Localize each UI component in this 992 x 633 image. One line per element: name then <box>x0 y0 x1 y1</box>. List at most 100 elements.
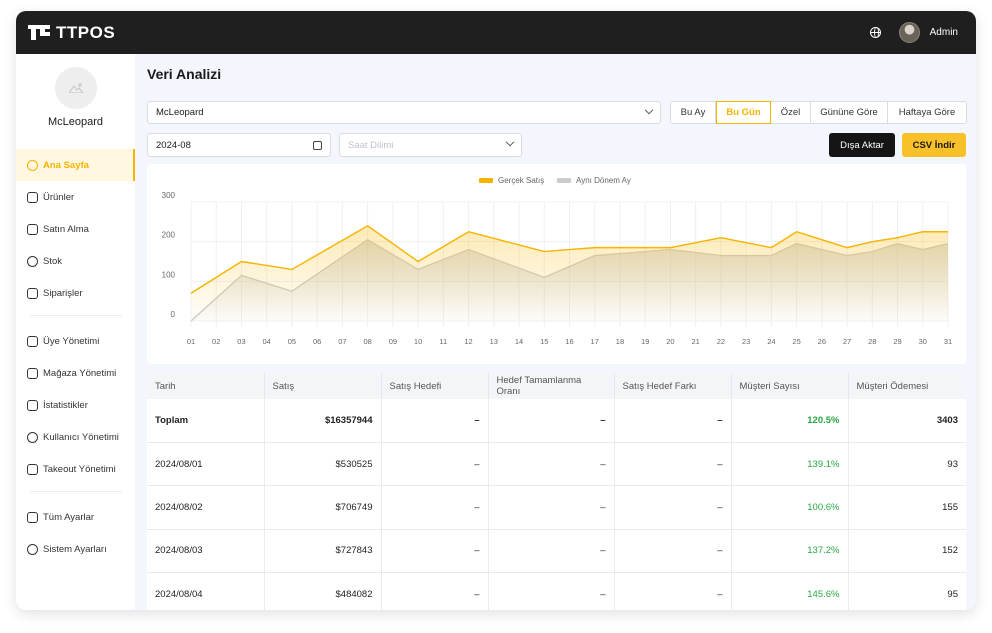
cell-rate: – <box>488 529 615 574</box>
ttpos-logo-icon <box>28 25 50 40</box>
cell-rate: – <box>488 442 615 487</box>
store-select-value: McLeopard <box>156 107 204 118</box>
timezone-placeholder: Saat Dilimi <box>348 139 394 151</box>
box-icon <box>27 191 38 203</box>
tab-bu-ay[interactable]: Bu Ay <box>671 102 716 123</box>
page-title: Veri Analizi <box>147 66 222 82</box>
calendar-icon <box>313 140 322 150</box>
x-tick-label: 07 <box>338 337 346 346</box>
chevron-down-icon <box>505 137 515 147</box>
divider <box>30 315 122 316</box>
stats-icon <box>27 399 38 411</box>
cell-date: Toplam <box>147 399 265 443</box>
brand-name: TTPOS <box>56 22 116 42</box>
col-hedef-tamamlanma[interactable]: Hedef Tamamlanma Oranı <box>488 373 615 399</box>
cell-rate: – <box>488 399 615 443</box>
store-name: McLeopard <box>47 116 104 128</box>
cell-sales: $706749 <box>264 485 382 530</box>
cell-payment: 3403 <box>848 399 966 443</box>
x-tick-label: 20 <box>666 337 674 346</box>
tab-gunune-gore[interactable]: Gününe Göre <box>811 102 888 123</box>
data-table: Tarih Satış Satış Hedefi Hedef Tamamlanm… <box>147 373 966 610</box>
col-musteri-sayisi[interactable]: Müşteri Sayısı <box>731 373 849 399</box>
col-musteri-odemesi[interactable]: Müşteri Ödemesi <box>848 373 966 399</box>
chevron-down-icon <box>644 105 654 114</box>
dashboard-icon <box>27 159 38 171</box>
tab-haftaya-gore[interactable]: Haftaya Göre <box>898 107 956 118</box>
col-satis-hedefi[interactable]: Satış Hedefi <box>381 373 489 399</box>
timezone-select[interactable]: Saat Dilimi <box>339 133 522 157</box>
cell-payment: 95 <box>848 572 966 610</box>
cart-icon <box>27 223 38 235</box>
globe-icon[interactable] <box>869 27 881 38</box>
x-tick-label: 29 <box>893 337 901 346</box>
sidebar-item-urunler[interactable]: Ürünler <box>16 181 135 213</box>
sidebar-item-stok[interactable]: Stok <box>16 245 135 277</box>
gear-icon <box>27 543 38 555</box>
x-tick-label: 13 <box>490 337 498 346</box>
x-tick-label: 25 <box>792 337 800 346</box>
cell-diff: – <box>614 529 732 574</box>
sidebar-item-istatistikler[interactable]: İstatistikler <box>16 389 135 421</box>
sidebar-item-ana-sayfa[interactable]: Ana Sayfa <box>16 149 135 181</box>
col-tarih[interactable]: Tarih <box>147 373 265 399</box>
cell-target: – <box>381 485 489 530</box>
store-select[interactable]: McLeopard <box>147 101 661 124</box>
date-picker[interactable]: 2024-08 <box>147 133 331 157</box>
sidebar-item-kullanici-yonetimi[interactable]: Kullanıcı Yönetimi <box>16 421 135 453</box>
x-tick-label: 15 <box>540 337 548 346</box>
cell-target: – <box>381 399 489 443</box>
takeout-icon <box>27 463 38 475</box>
tab-bu-gun[interactable]: Bu Gün <box>716 101 771 124</box>
cell-diff: – <box>614 399 732 443</box>
x-tick-label: 06 <box>313 337 321 346</box>
tab-ozel[interactable]: Özel <box>771 102 811 123</box>
cell-sales: $16357944 <box>264 399 382 443</box>
users-icon <box>27 431 38 443</box>
avatar[interactable] <box>898 22 920 43</box>
x-tick-label: 10 <box>414 337 422 346</box>
cell-sales: $727843 <box>264 529 382 574</box>
x-tick-label: 12 <box>464 337 472 346</box>
sidebar-item-tum-ayarlar[interactable]: Tüm Ayarlar <box>16 501 135 533</box>
x-tick-label: 05 <box>288 337 296 346</box>
sidebar-item-siparisler[interactable]: Siparişler <box>16 277 135 309</box>
y-tick-label: 300 <box>162 191 176 200</box>
csv-download-button[interactable]: CSV İndir <box>902 133 966 157</box>
sidebar-item-takeout-yonetimi[interactable]: Takeout Yönetimi <box>16 453 135 485</box>
x-tick-label: 21 <box>691 337 699 346</box>
x-tick-label: 14 <box>515 337 523 346</box>
col-satis[interactable]: Satış <box>264 373 382 399</box>
export-button[interactable]: Dışa Aktar <box>829 133 895 157</box>
y-tick-label: 100 <box>162 270 176 279</box>
x-tick-label: 16 <box>565 337 573 346</box>
x-tick-label: 17 <box>591 337 599 346</box>
sidebar-item-sistem-ayarlari[interactable]: Sistem Ayarları <box>16 533 135 565</box>
sidebar-item-satin-alma[interactable]: Satın Alma <box>16 213 135 245</box>
x-tick-label: 03 <box>237 337 245 346</box>
brand: TTPOS <box>28 23 115 43</box>
main-content: Veri Analizi McLeopard Bu Ay Bu Gün Özel… <box>135 54 976 610</box>
store-icon <box>27 367 38 379</box>
table-row-total: Toplam $16357944 – – – 120.5% 3403 <box>147 399 966 443</box>
divider <box>30 491 122 492</box>
sidebar-item-magaza-yonetimi[interactable]: Mağaza Yönetimi <box>16 357 135 389</box>
col-satis-hedef-farki[interactable]: Satış Hedef Farkı <box>614 373 732 399</box>
settings-grid-icon <box>27 511 38 523</box>
cell-customers: 120.5% <box>731 399 849 443</box>
cell-date: 2024/08/04 <box>147 572 265 610</box>
app-window: TTPOS Admin McLeopard Ana Sayfa Ürünler … <box>16 11 976 610</box>
x-tick-label: 09 <box>389 337 397 346</box>
cell-rate: – <box>488 572 615 610</box>
x-tick-label: 04 <box>263 337 271 346</box>
cell-diff: – <box>614 572 732 610</box>
period-tabs: Bu Ay Bu Gün Özel Gününe Göre Haftaya Gö… <box>670 101 967 124</box>
x-tick-label: 23 <box>742 337 750 346</box>
table-header-row: Tarih Satış Satış Hedefi Hedef Tamamlanm… <box>147 373 966 399</box>
user-name[interactable]: Admin <box>929 27 958 38</box>
x-tick-label: 24 <box>767 337 775 346</box>
x-tick-label: 02 <box>212 337 220 346</box>
legend-swatch-gercek-satis <box>479 178 493 183</box>
x-tick-label: 11 <box>439 337 447 346</box>
sidebar-item-uye-yonetimi[interactable]: Üye Yönetimi <box>16 325 135 357</box>
